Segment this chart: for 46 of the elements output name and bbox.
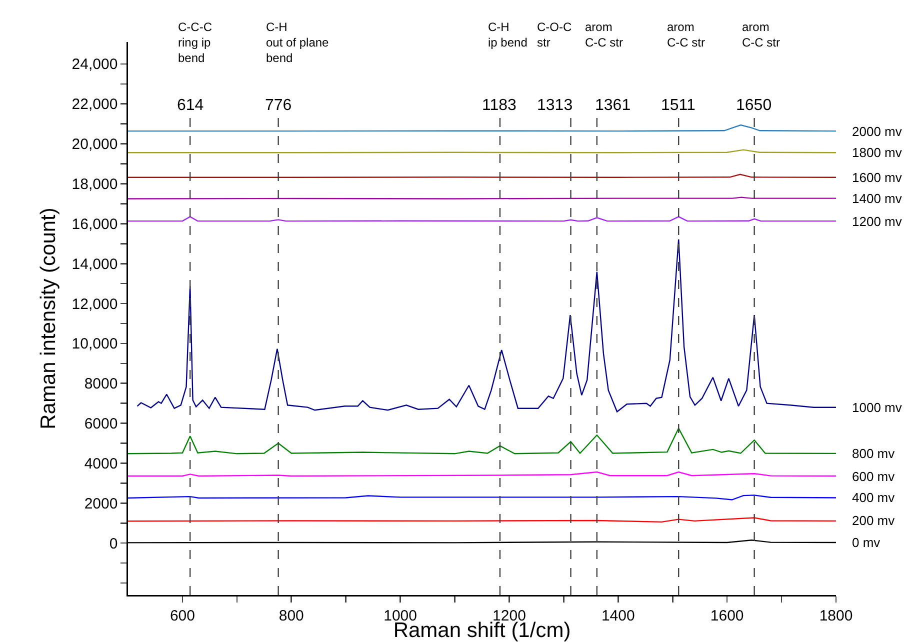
ref-line-label: 1313	[537, 97, 573, 114]
x-tick-label: 800	[278, 607, 304, 624]
y-tick-label: 18,000	[72, 176, 118, 193]
y-tick-label: 8000	[84, 376, 118, 393]
y-axis-title: Raman intensity (count)	[37, 208, 60, 430]
y-tick-label: 22,000	[72, 96, 118, 114]
ref-line-label: 1511	[661, 97, 696, 114]
line-series	[136, 238, 836, 412]
x-tick-label: 600	[170, 607, 195, 624]
series-label: 1800 mv	[852, 145, 902, 160]
x-tick-label: 1800	[819, 607, 853, 624]
y-tick-label: 20,000	[72, 136, 118, 154]
y-tick-label: 0	[109, 535, 118, 552]
series-label: 800 mv	[852, 446, 896, 461]
line-series	[128, 428, 836, 454]
annotation: C-H ip bend	[488, 20, 528, 50]
annotation: C-O-C str	[537, 20, 572, 50]
ref-line-label: 614	[177, 97, 204, 114]
annotation: C-H out of plane bend	[266, 20, 330, 66]
ref-line-label: 1650	[736, 97, 772, 114]
series-label: 200 mv	[852, 513, 896, 528]
x-tick-label: 1400	[601, 607, 635, 624]
series-label: 1400 mv	[852, 191, 902, 206]
annotation: arom C-C str	[742, 20, 780, 50]
annotation: C-C-C ring ip bend	[178, 20, 212, 66]
series-label: 1600 mv	[852, 170, 902, 185]
y-tick-label: 6000	[84, 416, 118, 433]
ref-line-label: 776	[265, 97, 292, 114]
series-label: 0 mv	[852, 535, 881, 550]
annotation: arom C-C str	[667, 20, 705, 50]
series-label: 600 mv	[852, 469, 896, 484]
y-tick-label: 16,000	[72, 216, 118, 233]
annotation: arom C-C str	[585, 20, 623, 50]
series-label: 2000 mv	[852, 124, 902, 139]
series-label: 1200 mv	[852, 214, 902, 229]
y-tick-label: 10,000	[72, 336, 118, 353]
y-tick-label: 14,000	[72, 256, 118, 273]
x-tick-label: 1600	[710, 607, 744, 624]
ref-line-label: 1361	[595, 97, 631, 114]
series-label: 400 mv	[852, 490, 896, 505]
y-tick-label: 2000	[84, 495, 118, 512]
series-label: 1000 mv	[852, 400, 902, 415]
y-tick-label: 24,000	[72, 56, 118, 74]
ref-line-label: 1183	[482, 97, 517, 114]
y-tick-label: 4000	[84, 455, 118, 472]
y-tick-label: 12,000	[72, 296, 118, 313]
